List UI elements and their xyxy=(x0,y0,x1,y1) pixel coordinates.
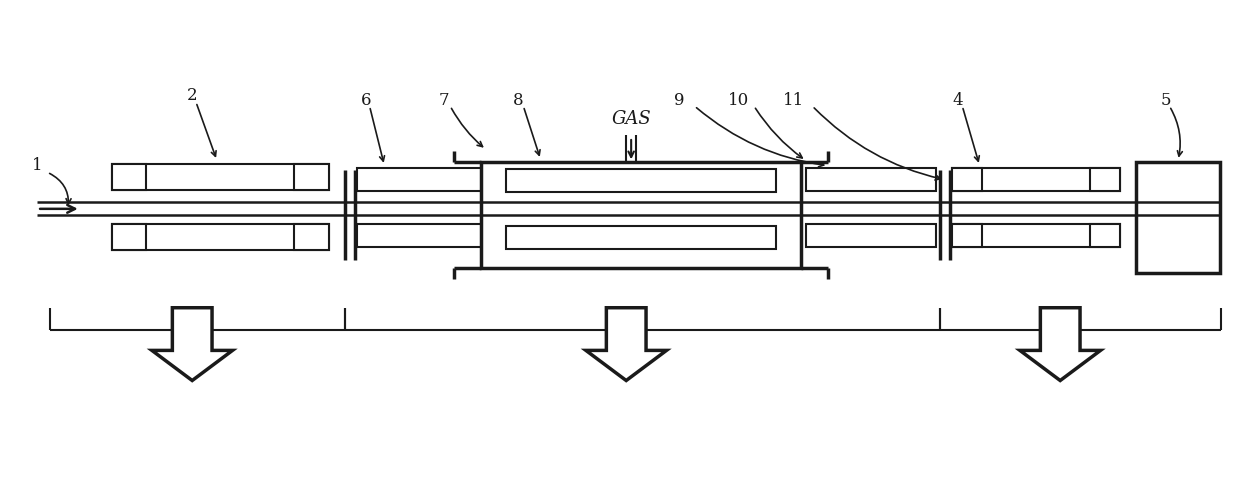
Bar xyxy=(952,225,982,248)
Polygon shape xyxy=(587,308,667,381)
Bar xyxy=(112,164,329,190)
Bar xyxy=(806,168,936,191)
Text: 8: 8 xyxy=(513,92,523,109)
Polygon shape xyxy=(1019,308,1101,381)
Text: 11: 11 xyxy=(782,92,805,109)
Bar xyxy=(294,164,329,190)
Text: GAS: GAS xyxy=(611,110,651,128)
Text: 7: 7 xyxy=(439,92,449,109)
Bar xyxy=(806,225,936,248)
Text: 10: 10 xyxy=(728,92,750,109)
Bar xyxy=(1090,168,1120,191)
Bar xyxy=(952,168,1120,191)
Text: 5: 5 xyxy=(1161,92,1171,109)
Bar xyxy=(952,168,982,191)
Bar xyxy=(112,224,329,250)
Bar xyxy=(112,224,146,250)
Text: 4: 4 xyxy=(952,92,962,109)
Text: 6: 6 xyxy=(361,92,371,109)
Polygon shape xyxy=(151,308,233,381)
Text: 9: 9 xyxy=(675,92,684,109)
Bar xyxy=(481,163,801,268)
Bar xyxy=(357,168,500,191)
Bar xyxy=(112,164,146,190)
Bar xyxy=(294,224,329,250)
Bar xyxy=(506,226,776,249)
Bar xyxy=(357,225,500,248)
Text: 1: 1 xyxy=(32,157,42,174)
Bar xyxy=(1090,225,1120,248)
Bar xyxy=(1136,163,1220,273)
Bar xyxy=(952,225,1120,248)
Bar xyxy=(506,169,776,192)
Text: 2: 2 xyxy=(187,87,197,104)
